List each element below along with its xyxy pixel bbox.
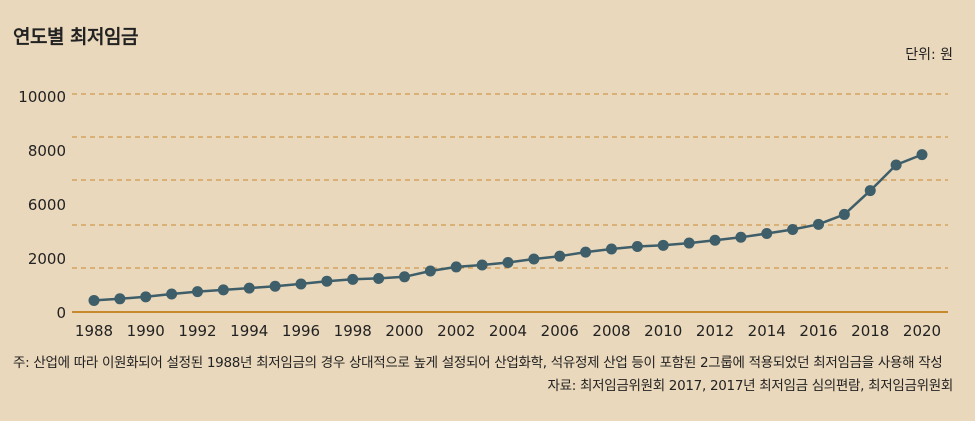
data-point: [243, 282, 255, 294]
data-point: [502, 257, 514, 269]
x-tick-label: 2016: [799, 322, 837, 340]
y-tick-label: 10000: [18, 88, 66, 106]
data-point: [166, 288, 178, 300]
data-point: [709, 234, 721, 246]
x-axis-ticks: 1988 1990 1992 1994 1996 1998 2000 2002 2004 2006…: [75, 322, 941, 340]
data-point: [916, 149, 928, 161]
data-point: [631, 241, 643, 252]
data-point: [580, 246, 592, 258]
x-tick-label: 2010: [644, 322, 682, 340]
x-tick-label: 1998: [334, 322, 372, 340]
x-tick-label: 1988: [75, 322, 113, 340]
data-point: [373, 272, 385, 284]
series-group: [88, 149, 928, 306]
x-tick-label: 2006: [541, 322, 579, 340]
series-line: [93, 153, 923, 302]
data-point: [554, 250, 566, 262]
x-tick-label: 2008: [592, 322, 630, 340]
x-tick-label: 1990: [127, 322, 165, 340]
unit-label: 단위: 원: [905, 47, 953, 63]
data-point: [217, 284, 229, 296]
data-point: [761, 227, 773, 239]
y-tick-label: 2000: [28, 250, 66, 268]
data-point: [424, 265, 436, 277]
y-tick-label: 8000: [28, 142, 66, 160]
gridlines: [72, 93, 948, 269]
x-tick-label: 2012: [696, 322, 734, 340]
data-point: [321, 275, 333, 287]
data-point: [813, 218, 824, 230]
data-point: [347, 273, 359, 285]
source-note: 자료: 최저임금위원회 2017, 2017년 최저임금 심의편람, 최저임금위…: [547, 378, 954, 394]
y-axis-ticks: 0 2000 6000 8000 10000: [18, 88, 66, 322]
x-tick-label: 1996: [282, 322, 320, 340]
x-tick-label: 1994: [230, 322, 268, 340]
x-tick-label: 2020: [903, 322, 941, 340]
x-tick-label: 2000: [385, 322, 423, 340]
x-tick-label: 2004: [489, 322, 527, 340]
x-tick-label: 1992: [178, 322, 216, 340]
data-point: [864, 185, 876, 197]
data-point: [683, 237, 695, 249]
data-point: [295, 278, 307, 290]
y-tick-label: 0: [56, 304, 66, 322]
data-point: [735, 231, 747, 243]
data-point: [450, 261, 462, 273]
data-point: [88, 294, 100, 306]
y-tick-label: 6000: [28, 196, 66, 214]
data-point: [787, 224, 799, 236]
data-point: [890, 159, 902, 171]
data-point: [657, 239, 669, 251]
data-point: [838, 208, 850, 220]
footnote: 주: 산업에 따라 이원화되어 설정된 1988년 최저임금의 경우 상대적으로…: [13, 355, 943, 371]
x-tick-label: 2018: [851, 322, 889, 340]
data-point: [114, 293, 126, 305]
x-tick-label: 2014: [748, 322, 786, 340]
data-point: [476, 259, 488, 271]
data-point: [528, 253, 540, 265]
data-point: [606, 243, 617, 255]
x-tick-label: 2002: [437, 322, 475, 340]
data-point: [192, 286, 203, 298]
data-point: [269, 280, 281, 292]
data-point: [140, 291, 152, 303]
data-point: [399, 271, 410, 283]
chart-title: 연도별 최저임금: [13, 26, 138, 48]
